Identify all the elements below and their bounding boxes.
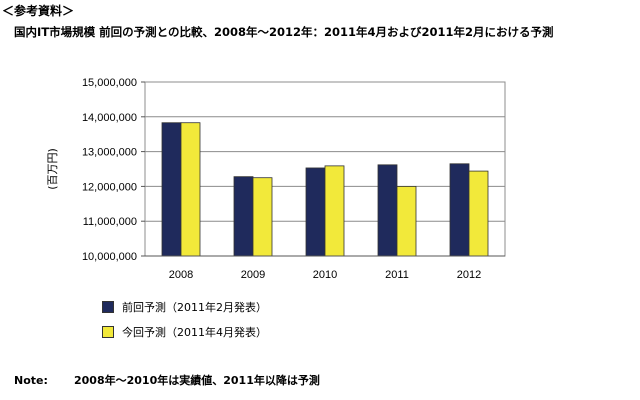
x-tick-label: 2008 — [169, 269, 193, 281]
y-tick-label: 12,000,000 — [82, 181, 137, 193]
legend-swatch-previous — [102, 301, 114, 313]
bar-previous-2012 — [449, 163, 470, 257]
bar-previous-2011 — [377, 164, 398, 257]
bar-current-2011 — [396, 185, 417, 257]
reference-label: ＜参考資料＞ — [2, 4, 75, 18]
legend-label-previous: 前回予測（2011年2月発表） — [122, 301, 267, 314]
bar-current-2009 — [252, 177, 273, 257]
footnote: Note: 2008年～2010年は実績値、2011年以降は予測 — [14, 372, 320, 388]
bar-current-2012 — [468, 170, 489, 257]
y-tick-label: 14,000,000 — [82, 112, 137, 124]
note-text: 2008年～2010年は実績値、2011年以降は予測 — [74, 374, 320, 387]
x-tick-label: 2011 — [385, 269, 409, 281]
bar-current-2010 — [324, 165, 345, 257]
y-tick-label: 13,000,000 — [82, 147, 137, 159]
bar-previous-2008 — [161, 122, 182, 257]
legend-swatch-current — [102, 326, 114, 338]
legend: 前回予測（2011年2月発表） 今回予測（2011年4月発表） — [102, 298, 267, 348]
y-axis-label: (百万円) — [46, 148, 59, 190]
bar-current-2008 — [180, 122, 201, 257]
chart-title: 国内IT市場規模 前回の予測との比較、2008年～2012年：2011年4月およ… — [14, 25, 554, 39]
x-tick-label: 2010 — [313, 269, 337, 281]
legend-item-previous: 前回予測（2011年2月発表） — [102, 298, 267, 316]
y-tick-label: 11,000,000 — [83, 216, 137, 228]
bar-previous-2009 — [233, 176, 254, 257]
legend-label-current: 今回予測（2011年4月発表） — [122, 326, 267, 339]
y-tick-label: 15,000,000 — [82, 77, 137, 89]
legend-item-current: 今回予測（2011年4月発表） — [102, 323, 267, 341]
bar-previous-2010 — [305, 167, 326, 257]
x-tick-label: 2012 — [457, 269, 481, 281]
note-key: Note: — [14, 374, 48, 387]
y-tick-label: 10,000,000 — [82, 251, 137, 263]
x-tick-label: 2009 — [241, 269, 265, 281]
